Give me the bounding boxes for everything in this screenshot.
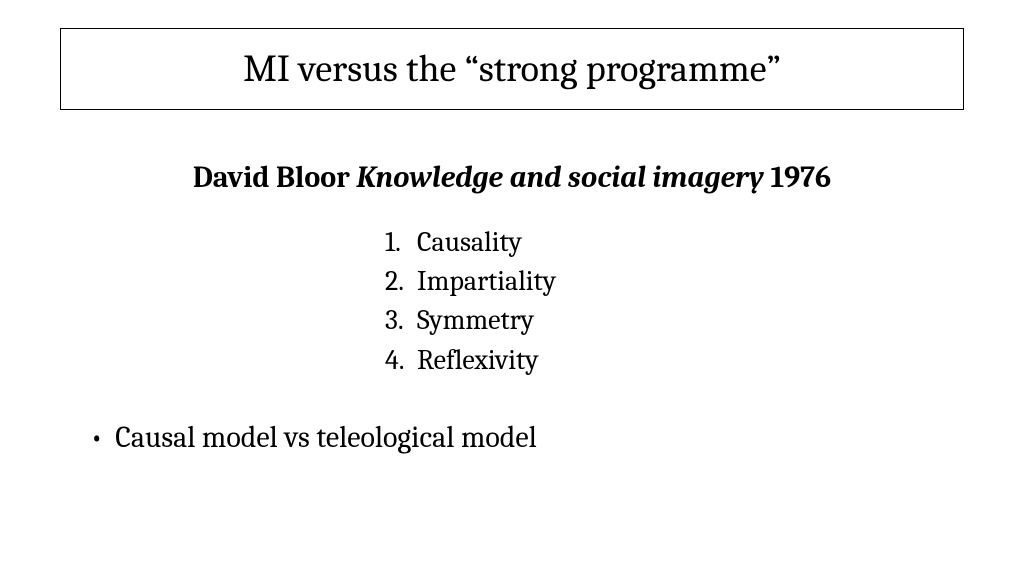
- book-title: Knowledge and social imagery: [356, 160, 763, 195]
- slide-title: MI versus the “strong programme”: [81, 47, 943, 91]
- item-text: Symmetry: [417, 304, 534, 336]
- item-number: 3.: [385, 301, 417, 340]
- bullet-section: • Causal model vs teleological model: [90, 420, 964, 456]
- item-text: Reflexivity: [417, 344, 539, 376]
- item-number: 1.: [385, 223, 417, 262]
- item-text: Impartiality: [417, 265, 556, 297]
- list-item: 2.Impartiality: [385, 262, 964, 301]
- principles-list: 1.Causality 2.Impartiality 3.Symmetry 4.…: [385, 223, 964, 380]
- bullet-item: • Causal model vs teleological model: [90, 420, 964, 456]
- list-item: 4.Reflexivity: [385, 341, 964, 380]
- author-name: David Bloor: [193, 160, 350, 195]
- list-item: 1.Causality: [385, 223, 964, 262]
- item-text: Causality: [417, 226, 522, 258]
- subtitle: David Bloor Knowledge and social imagery…: [60, 160, 964, 195]
- item-number: 2.: [385, 262, 417, 301]
- bullet-text: Causal model vs teleological model: [115, 420, 536, 455]
- list-item: 3.Symmetry: [385, 301, 964, 340]
- item-number: 4.: [385, 341, 417, 380]
- title-container: MI versus the “strong programme”: [60, 28, 964, 110]
- bullet-marker: •: [90, 420, 103, 456]
- publication-year: 1976: [770, 160, 831, 195]
